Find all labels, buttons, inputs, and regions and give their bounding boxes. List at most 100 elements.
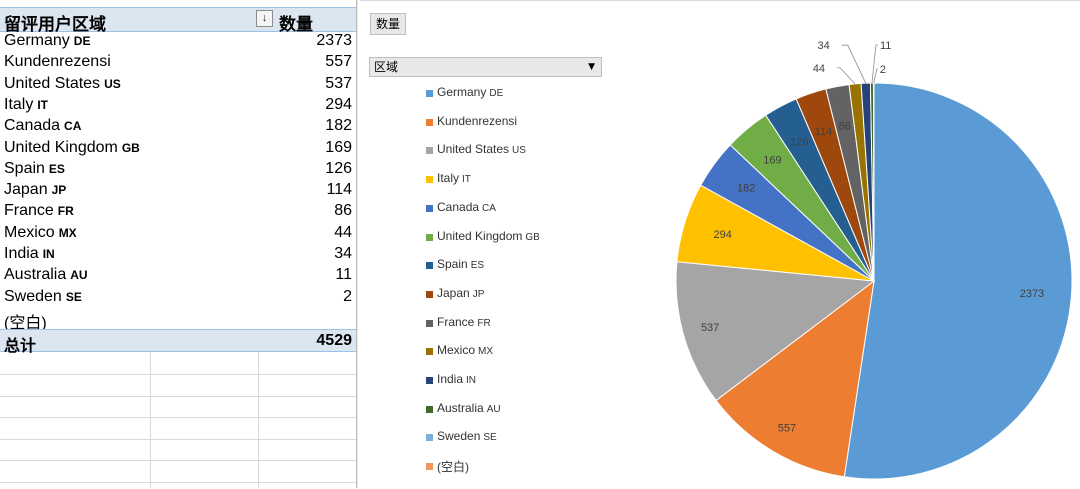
pivot-header-count[interactable]: 数量 (279, 15, 313, 35)
value-field-button[interactable]: 数量 (370, 13, 406, 35)
legend-swatch (426, 118, 433, 126)
pivot-total-label: 总计 (4, 336, 37, 355)
pivot-row-count: 114 (326, 181, 352, 199)
pivot-row[interactable]: Germany DE 2373 (0, 31, 356, 52)
pie-slice[interactable] (715, 279, 875, 478)
pivot-row[interactable]: France FR 86 (0, 201, 356, 222)
pivot-row-count: 182 (325, 117, 352, 135)
pivot-row[interactable]: Italy IT 294 (0, 95, 356, 116)
axis-field-dropdown[interactable]: 区域 ▼ (369, 57, 602, 77)
data-label[interactable]: 2373 (1020, 288, 1044, 300)
region-code: DE (73, 34, 91, 48)
pivot-row[interactable]: Japan JP 114 (0, 180, 356, 201)
pivot-row-count: 557 (325, 53, 352, 71)
pivot-row[interactable]: Spain ES 126 (0, 159, 356, 180)
legend-code: IT (462, 174, 471, 186)
region-name: France (4, 202, 54, 220)
legend-name: Italy (437, 171, 460, 186)
data-label[interactable]: 34 (818, 40, 830, 52)
pivot-chart[interactable]: 数量 区域 ▼ Germany DE Kundenrezensi United Sta… (360, 0, 1080, 489)
data-label[interactable]: 557 (778, 422, 796, 434)
pivot-row[interactable]: Sweden SE 2 (0, 287, 356, 308)
data-label[interactable]: 11 (880, 40, 891, 52)
grid-row-line (0, 460, 358, 461)
pivot-row-region: Germany DE (4, 32, 90, 50)
region-name: United States (4, 74, 101, 92)
leader-line (837, 67, 856, 85)
pivot-row[interactable]: India IN 34 (0, 244, 356, 265)
pivot-total-value: 4529 (316, 332, 352, 349)
pivot-table-sheet: 留评用户区域 ↓ 数量 Germany DE 2373 Kundenrezensi 55… (0, 0, 358, 488)
pivot-row[interactable]: United States US 537 (0, 74, 356, 95)
dropdown-arrow-icon[interactable]: ▼ (588, 62, 595, 72)
data-label[interactable]: 86 (839, 120, 851, 132)
pivot-row[interactable]: Canada CA 182 (0, 116, 356, 137)
pivot-row-region: Australia AU (4, 266, 88, 284)
leader-line (873, 68, 878, 84)
pivot-row-region: Kundenrezensi (4, 53, 115, 71)
pivot-row-region: India IN (4, 245, 55, 263)
data-label[interactable]: 537 (701, 322, 719, 334)
filter-sort-icon[interactable]: ↓ (256, 10, 273, 27)
legend-swatch (426, 319, 433, 327)
legend-swatch (426, 434, 433, 442)
pie-slice[interactable] (675, 261, 876, 402)
grid-row-line (0, 481, 358, 483)
pivot-row-region: France FR (4, 202, 74, 220)
pie-slice[interactable] (843, 82, 1073, 480)
legend-swatch (426, 233, 433, 241)
region-name: (空白) (4, 314, 47, 332)
data-label[interactable]: 2 (880, 64, 886, 76)
region-code: US (104, 76, 121, 91)
pivot-row[interactable]: Australia AU 11 (0, 265, 356, 286)
grid-row-line (0, 417, 358, 418)
legend-label: Mexico MX (437, 343, 493, 357)
region-code: JP (51, 183, 67, 198)
pivot-row[interactable]: United Kingdom GB 169 (0, 138, 356, 159)
legend-name: India (437, 372, 464, 386)
pivot-row[interactable]: Kundenrezensi 557 (0, 52, 356, 73)
legend-code: ES (470, 260, 485, 272)
pivot-total-row[interactable]: 总计 4529 (0, 329, 356, 355)
pivot-row-count: 2 (343, 287, 352, 305)
region-code: GB (121, 140, 140, 155)
legend-name: Australia (437, 400, 484, 415)
pivot-row-region: Spain ES (4, 160, 65, 178)
pivot-row[interactable]: Mexico MX 44 (0, 223, 356, 244)
legend-label: United States US (437, 142, 526, 156)
sheet-divider[interactable] (356, 0, 358, 488)
legend-name: Japan (437, 285, 470, 300)
pivot-row-count: 294 (325, 95, 352, 113)
pivot-row[interactable]: (空白) (0, 308, 356, 332)
pie-slice[interactable] (872, 82, 875, 282)
legend-label: Sweden SE (437, 429, 497, 443)
legend-name: Mexico (437, 343, 476, 358)
pivot-row-count: 126 (325, 159, 352, 177)
pivot-row-region: Canada CA (4, 117, 81, 135)
data-label[interactable]: 44 (813, 63, 825, 75)
legend-label: Australia AU (437, 401, 501, 415)
legend-label: Canada CA (437, 200, 496, 214)
pivot-header-region[interactable]: 留评用户区域 (4, 15, 106, 35)
legend-swatch (426, 290, 433, 298)
data-label[interactable]: 294 (714, 229, 732, 241)
pivot-row-region: Japan JP (4, 181, 66, 199)
legend-name: (空白) (437, 460, 469, 475)
leader-line (871, 44, 878, 84)
data-label[interactable]: 169 (763, 154, 781, 166)
data-label[interactable]: 126 (790, 136, 808, 148)
data-label[interactable]: 182 (737, 182, 755, 194)
region-name: Italy (4, 95, 34, 113)
legend-label: France FR (437, 315, 491, 329)
legend-code: FR (477, 317, 491, 329)
region-code: AU (70, 268, 88, 283)
pivot-row-count: 169 (325, 138, 352, 156)
legend-label: Italy IT (437, 171, 471, 185)
pivot-row-region: Sweden SE (4, 288, 82, 306)
legend-code: DE (489, 88, 504, 99)
legend-swatch (426, 147, 433, 155)
data-label[interactable]: 114 (815, 126, 833, 138)
region-name: Sweden (4, 287, 62, 305)
pivot-row-count: 86 (334, 202, 352, 220)
region-code: FR (57, 204, 74, 219)
